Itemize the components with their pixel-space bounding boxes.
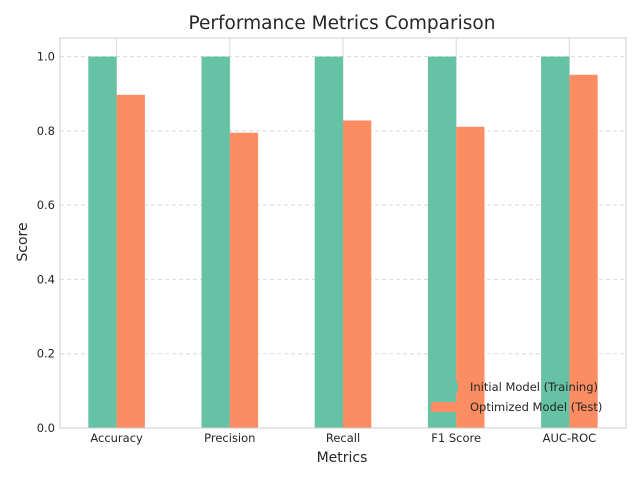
legend: Initial Model (Training) Optimized Model …: [431, 380, 602, 414]
y-tick-label: 0.8: [37, 124, 55, 138]
bars: [88, 56, 598, 429]
x-axis-title: Metrics: [317, 450, 368, 466]
x-tick-label: F1 Score: [431, 431, 481, 445]
legend-label: Optimized Model (Test): [470, 400, 602, 414]
plot-frame: [59, 37, 627, 429]
bar-initial-model-training-auc-roc: [541, 56, 570, 428]
bar-optimized-model-test-f1-score: [456, 126, 485, 429]
y-tick-label: 0.0: [37, 421, 55, 435]
x-tick-label: AUC-ROC: [543, 431, 597, 445]
x-tick-label: Accuracy: [90, 431, 143, 445]
x-tick-label: Precision: [204, 431, 255, 445]
bar-optimized-model-test-accuracy: [116, 94, 145, 428]
y-axis-title: Score: [15, 222, 31, 261]
y-tick-label: 0.6: [37, 198, 55, 212]
legend-swatch-optimized-model-test: [431, 402, 458, 412]
y-tick-label: 0.2: [37, 347, 55, 361]
y-tick-label: 1.0: [37, 50, 55, 64]
y-tick-label: 0.4: [37, 272, 55, 286]
x-tick-label: Recall: [326, 431, 360, 445]
chart-title: Performance Metrics Comparison: [189, 13, 496, 34]
legend-label: Initial Model (Training): [470, 380, 598, 394]
bar-initial-model-training-f1-score: [427, 56, 457, 428]
bar-initial-model-training-recall: [314, 56, 343, 428]
bar-optimized-model-test-auc-roc: [569, 74, 598, 429]
bar-initial-model-training-accuracy: [88, 56, 117, 428]
legend-swatch-initial-model-training: [431, 382, 458, 392]
bar-optimized-model-test-precision: [229, 132, 259, 428]
y-tick-labels: 0.0 0.2 0.4 0.6 0.8 1.0: [37, 50, 55, 435]
bar-optimized-model-test-recall: [343, 120, 372, 428]
x-tick-labels: Accuracy Precision Recall F1 Score AUC-ROC: [90, 431, 596, 445]
bar-initial-model-training-precision: [201, 56, 230, 428]
